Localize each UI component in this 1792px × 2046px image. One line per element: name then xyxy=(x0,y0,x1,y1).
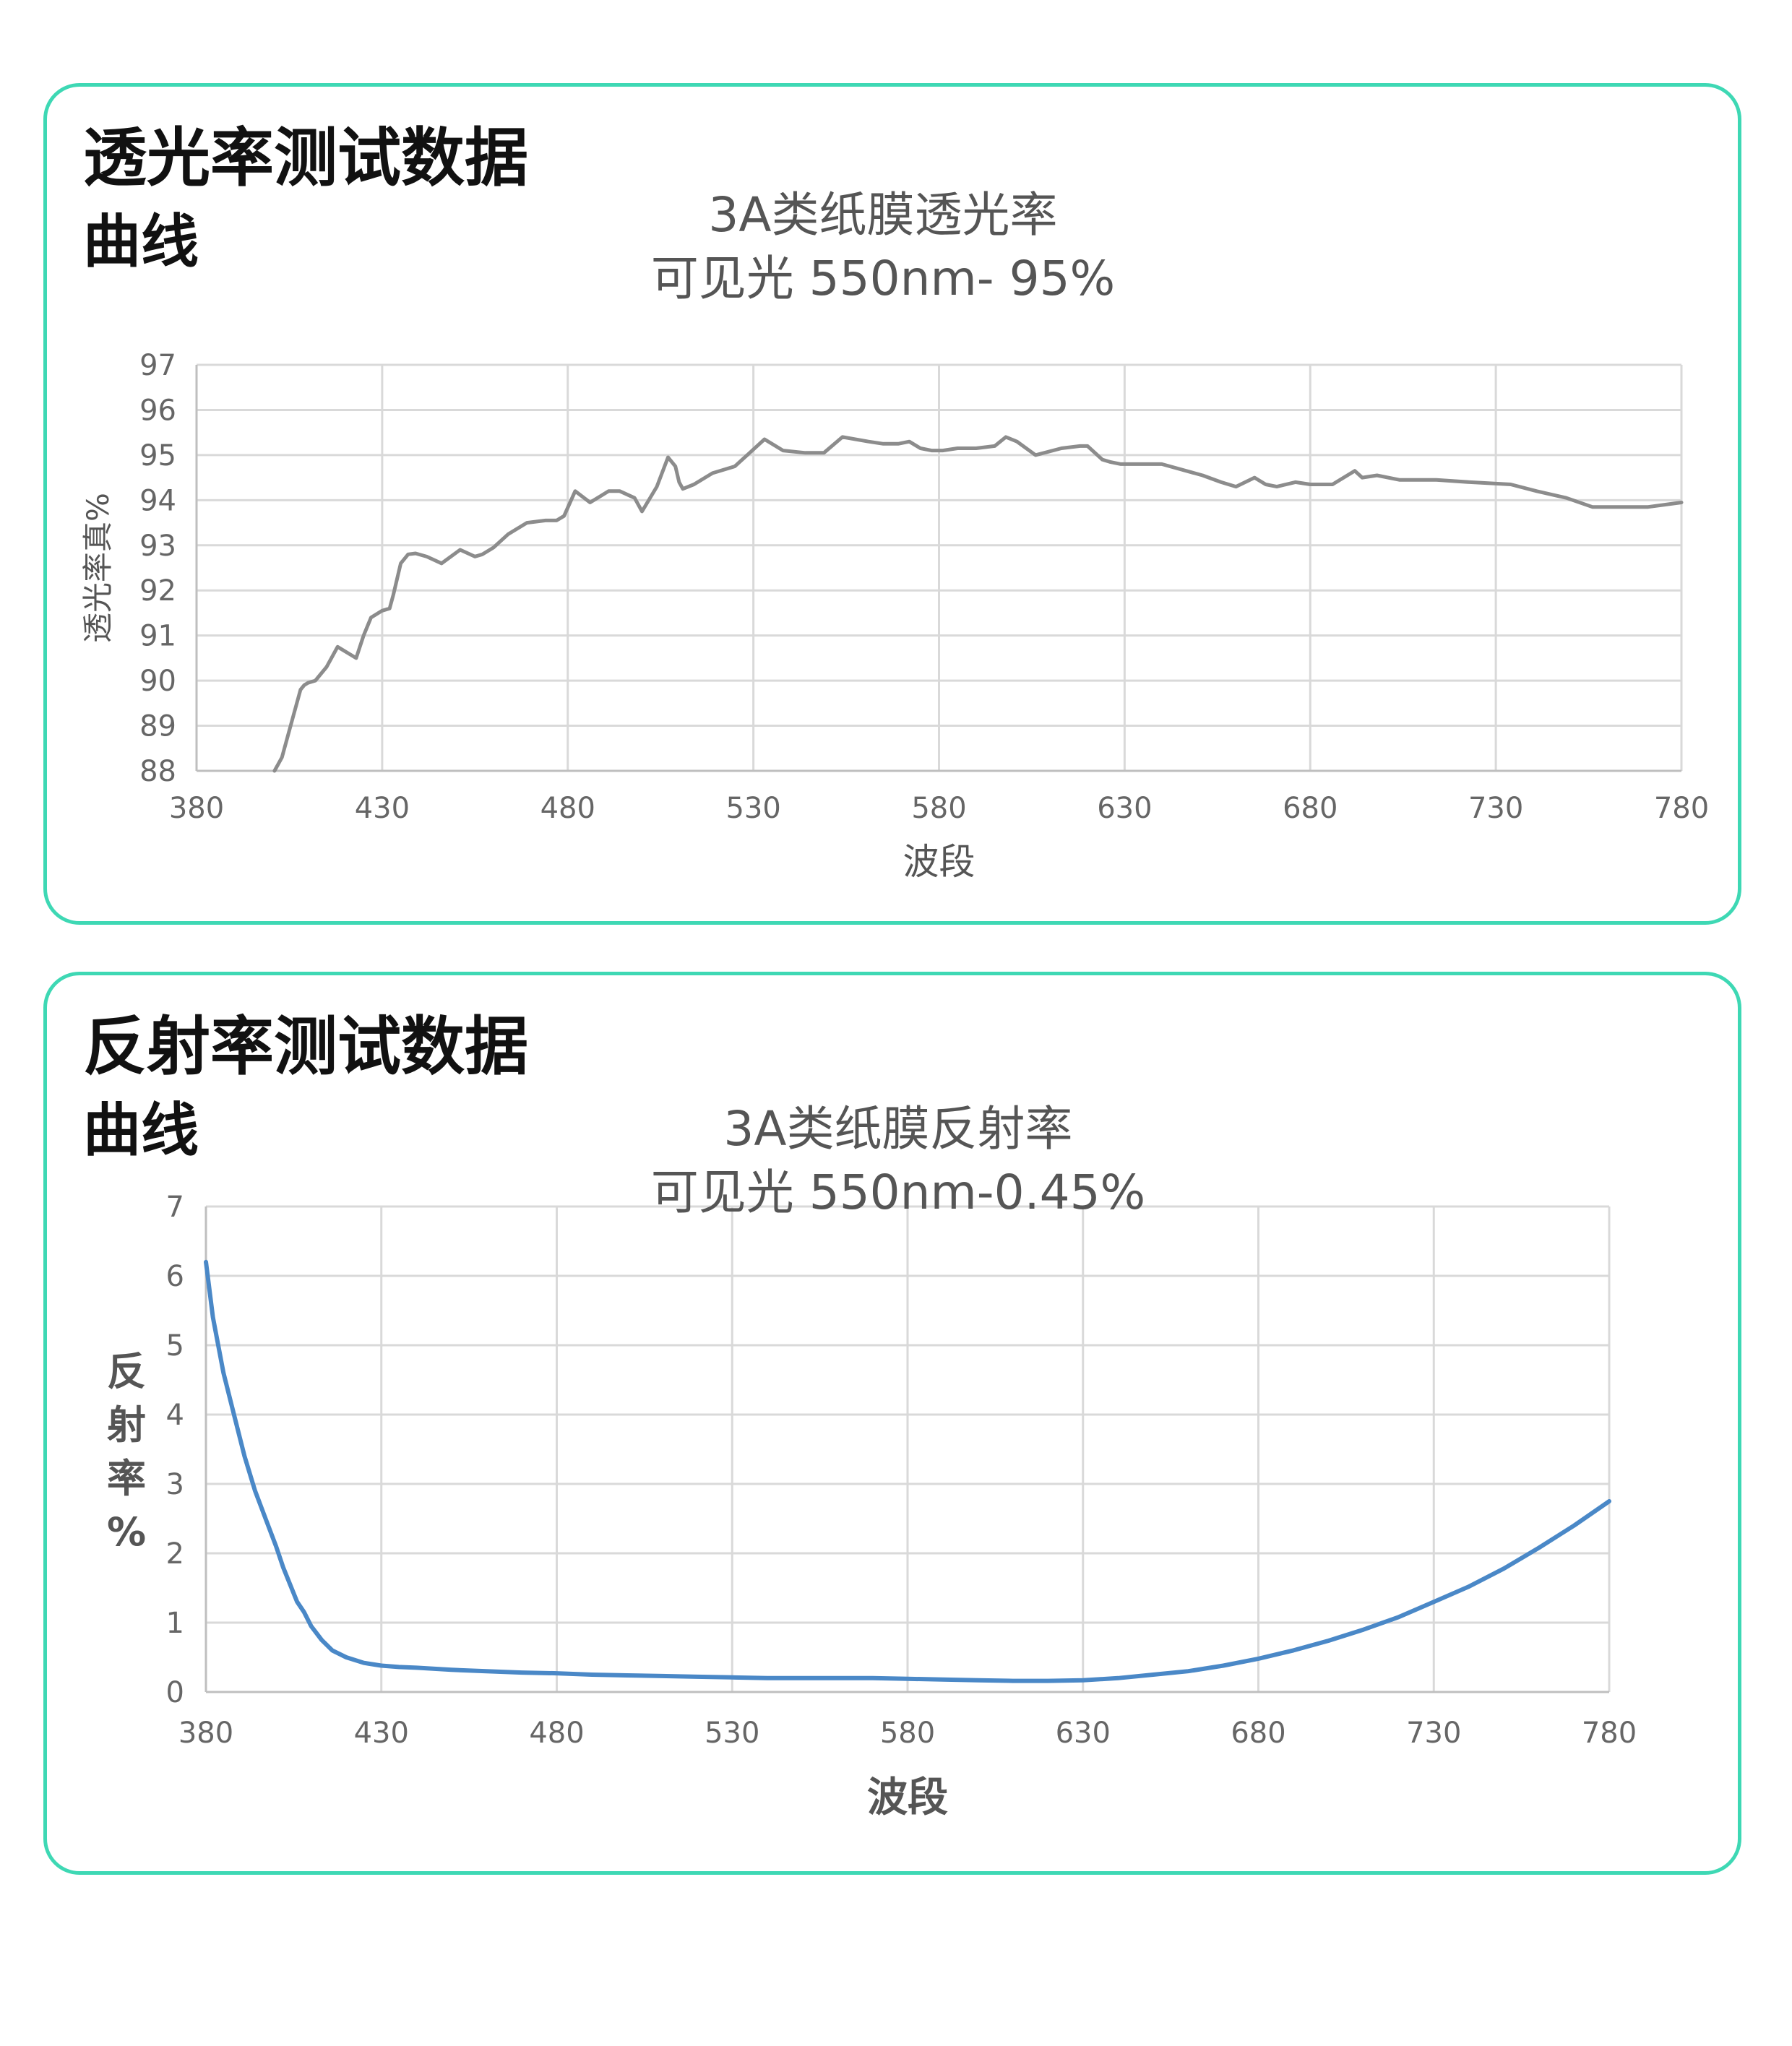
x-tick-label: 380 xyxy=(178,1717,233,1750)
x-tick-label: 480 xyxy=(540,792,595,825)
x-tick-label: 730 xyxy=(1468,792,1523,825)
y-tick-label: 4 xyxy=(166,1399,184,1432)
x-tick-label: 580 xyxy=(880,1717,935,1750)
y-tick-label: 91 xyxy=(139,620,176,653)
y-axis-label-char: 率 xyxy=(107,1456,146,1501)
x-axis-label: 波段 xyxy=(903,841,975,883)
y-axis-label-char: % xyxy=(107,1509,146,1555)
transmittance-panel: 透光率测试数据 曲线 97 96 95 94 93 92 91 90 89 88 380 430 480… xyxy=(43,83,1741,925)
reflectance-panel: 反射率测试数据 曲线 7 6 5 4 3 2 1 0 380 430 480 530 580 630 680… xyxy=(43,972,1741,1875)
y-tick-label: 6 xyxy=(166,1260,184,1293)
x-tick-label: 530 xyxy=(725,792,780,825)
chart-subtitle: 可见光 550nm-0.45% xyxy=(651,1165,1146,1220)
y-tick-label: 89 xyxy=(139,710,176,743)
x-axis-label: 波段 xyxy=(867,1774,948,1821)
x-tick-label: 780 xyxy=(1582,1717,1637,1750)
y-tick-label: 93 xyxy=(139,530,176,563)
y-tick-label: 1 xyxy=(166,1607,184,1640)
y-tick-label: 88 xyxy=(139,755,176,788)
x-tick-label: 780 xyxy=(1654,792,1709,825)
y-tick-label: 90 xyxy=(139,665,176,698)
panel-heading-sub: 曲线 xyxy=(83,208,199,275)
y-tick-label: 95 xyxy=(139,439,176,472)
y-axis-label: 透光率真% xyxy=(80,493,116,643)
y-tick-label: 92 xyxy=(139,574,176,608)
panel-heading: 透光率测试数据 xyxy=(83,121,529,195)
y-tick-label: 96 xyxy=(139,394,176,427)
chart-title: 3A类纸膜透光率 xyxy=(708,187,1057,243)
x-tick-label: 480 xyxy=(529,1717,584,1750)
transmittance-chart: 97 96 95 94 93 92 91 90 89 88 380 430 480 530 580 630 68… xyxy=(80,187,1709,883)
y-axis-label-char: 反 xyxy=(107,1349,146,1394)
reflectance-chart: 7 6 5 4 3 2 1 0 380 430 480 530 580 630 680 730 780 3A类纸膜… xyxy=(107,1101,1637,1821)
y-tick-label: 2 xyxy=(166,1537,184,1571)
x-tick-label: 430 xyxy=(355,792,410,825)
y-tick-label: 5 xyxy=(166,1329,184,1363)
chart-title: 3A类纸膜反射率 xyxy=(723,1101,1072,1157)
series-line xyxy=(272,435,1684,773)
panel-heading-sub: 曲线 xyxy=(83,1097,199,1164)
y-tick-label: 94 xyxy=(139,484,176,517)
y-tick-label: 7 xyxy=(166,1191,184,1224)
x-tick-label: 530 xyxy=(705,1717,759,1750)
y-tick-label: 0 xyxy=(166,1676,184,1709)
x-tick-label: 730 xyxy=(1406,1717,1461,1750)
x-tick-label: 680 xyxy=(1283,792,1337,825)
y-tick-label: 3 xyxy=(166,1468,184,1501)
panel-heading: 反射率测试数据 xyxy=(83,1009,529,1084)
series-line xyxy=(204,1259,1611,1683)
y-axis-label-char: 射 xyxy=(107,1402,146,1448)
x-tick-label: 580 xyxy=(911,792,966,825)
y-tick-label: 97 xyxy=(139,349,176,382)
chart-subtitle: 可见光 550nm- 95% xyxy=(651,251,1116,306)
x-tick-label: 430 xyxy=(354,1717,409,1750)
x-tick-label: 380 xyxy=(169,792,224,825)
x-tick-label: 630 xyxy=(1097,792,1152,825)
x-tick-label: 630 xyxy=(1056,1717,1111,1750)
x-tick-label: 680 xyxy=(1231,1717,1285,1750)
